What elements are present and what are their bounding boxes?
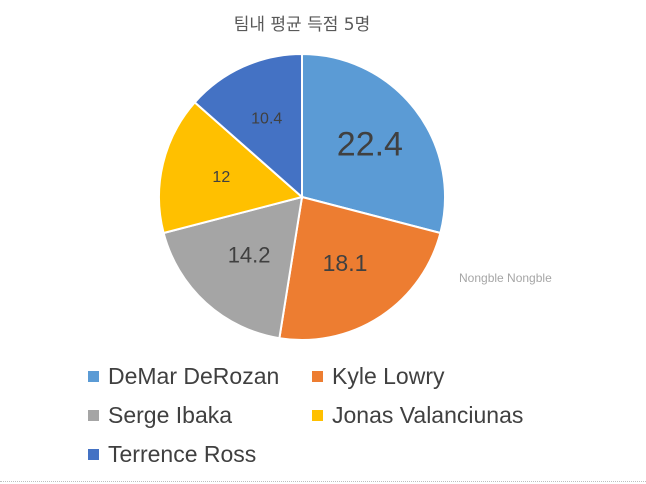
legend-item: Serge Ibaka xyxy=(88,401,312,429)
legend-swatch xyxy=(88,448,99,460)
pie-slice-jonas-valanciunas xyxy=(158,100,305,235)
legend-swatch xyxy=(88,370,99,382)
legend-label: Jonas Valanciunas xyxy=(332,401,524,428)
pie-slice-serge-ibaka xyxy=(162,195,304,340)
pie-slice-value-label: 10.4 xyxy=(251,110,282,127)
legend-label: Serge Ibaka xyxy=(108,401,233,428)
pie-slice-terrence-ross xyxy=(193,52,303,200)
pie-slice-labels: 22.4 18.1 14.2 12 10.4 xyxy=(212,110,403,276)
legend-swatch xyxy=(312,370,323,382)
pie-slice-value-label: 14.2 xyxy=(228,243,271,268)
pie-slice-kyle-lowry xyxy=(278,195,442,341)
pie-slice-value-label: 12 xyxy=(212,169,230,186)
legend-item: Terrence Ross xyxy=(88,440,312,468)
pie-slice-value-label: 18.1 xyxy=(323,250,368,276)
legend-label: DeMar DeRozan xyxy=(108,362,280,389)
legend-item: Jonas Valanciunas xyxy=(312,401,552,429)
watermark-text: Nongble Nongble xyxy=(459,271,552,285)
bottom-divider xyxy=(0,481,646,483)
pie-slice-value-label: 22.4 xyxy=(337,126,403,164)
chart-title: 팀내 평균 득점 5명 xyxy=(233,15,371,35)
legend-item: Kyle Lowry xyxy=(312,362,552,390)
legend-item: DeMar DeRozan xyxy=(88,362,312,390)
pie-slices xyxy=(158,52,446,341)
legend-label: Terrence Ross xyxy=(108,440,257,467)
legend-label: Kyle Lowry xyxy=(332,362,445,389)
chart-legend: DeMar DeRozan Kyle Lowry Serge Ibaka Jonas … xyxy=(88,362,558,468)
legend-swatch xyxy=(312,409,323,421)
legend-swatch xyxy=(88,409,99,421)
pie-slice-demar-derozan xyxy=(301,52,446,235)
